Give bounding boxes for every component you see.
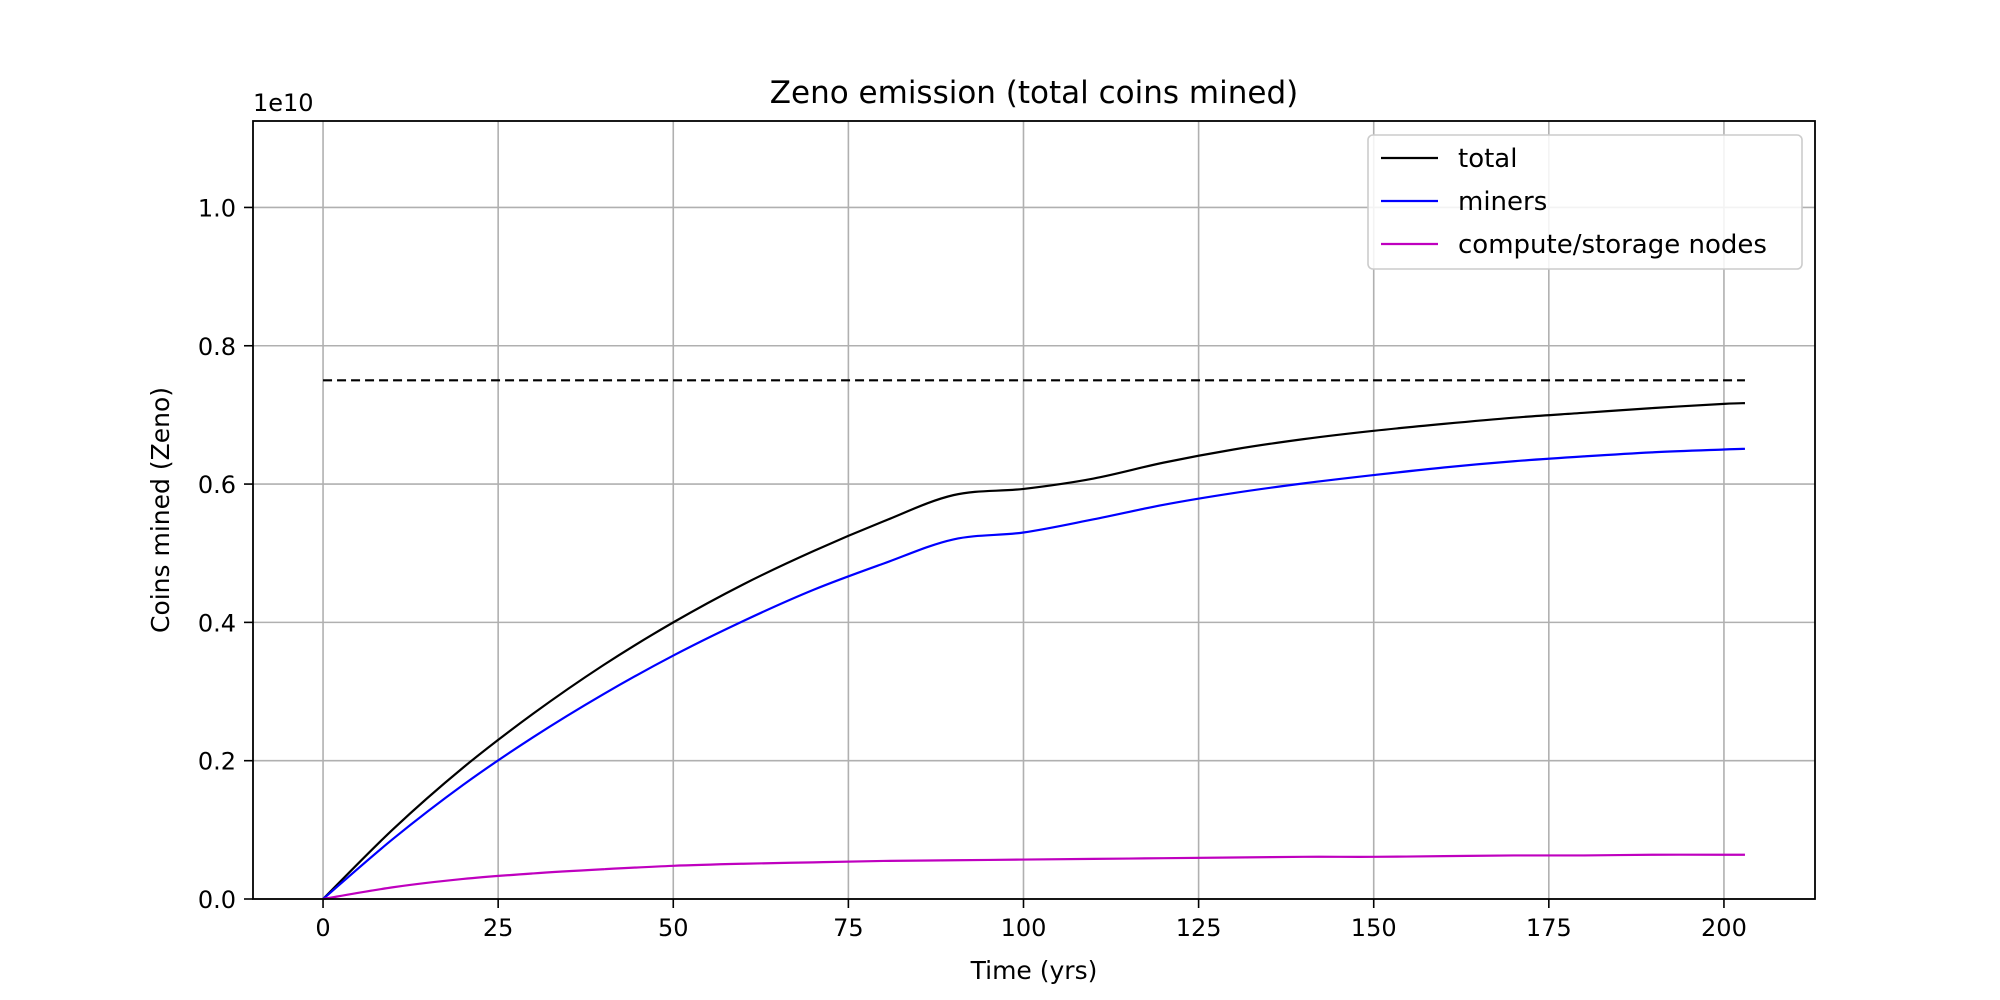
legend: total miners compute/storage nodes: [1367, 134, 1803, 270]
y-tick-label: 0.4: [198, 609, 236, 637]
y-tick-label: 0.0: [198, 886, 236, 914]
x-tick-label: 150: [1351, 914, 1397, 942]
x-tick-label: 0: [315, 914, 330, 942]
grid: [253, 121, 1815, 900]
series-line-compute-storage-nodes: [322, 853, 1745, 901]
y-tick-label: 1.0: [198, 194, 236, 222]
legend-label-miners: miners: [1458, 187, 1547, 217]
x-tick-label: 200: [1701, 914, 1747, 942]
plot-frame: [252, 120, 1816, 900]
x-tick-label: 125: [1176, 914, 1222, 942]
x-axis-label: Time (yrs): [970, 956, 1098, 985]
legend-box: [1367, 134, 1803, 270]
x-tick-label: 75: [833, 914, 864, 942]
y-tick-label: 0.8: [198, 333, 236, 361]
x-tick-label: 50: [658, 914, 689, 942]
y-tick-label: 0.2: [198, 748, 236, 776]
y-offset-label: 1e10: [253, 89, 314, 117]
x-tick-label: 25: [483, 914, 514, 942]
chart-title: Zeno emission (total coins mined): [770, 75, 1298, 111]
series-lines: [322, 379, 1745, 901]
series-line-miners: [322, 447, 1745, 900]
series-line-total: [322, 402, 1745, 900]
y-tick-label: 0.6: [198, 471, 236, 499]
legend-label-total: total: [1458, 144, 1517, 174]
axis-ticks: 0 25 50 75 100 125 150 175 200 0.0 0.2 0.4 0.6 0.8 1.0: [198, 194, 1747, 942]
y-axis-label: Coins mined (Zeno): [146, 387, 175, 633]
legend-label-compute-storage-nodes: compute/storage nodes: [1458, 230, 1767, 260]
x-tick-label: 100: [1001, 914, 1047, 942]
x-tick-label: 175: [1526, 914, 1572, 942]
